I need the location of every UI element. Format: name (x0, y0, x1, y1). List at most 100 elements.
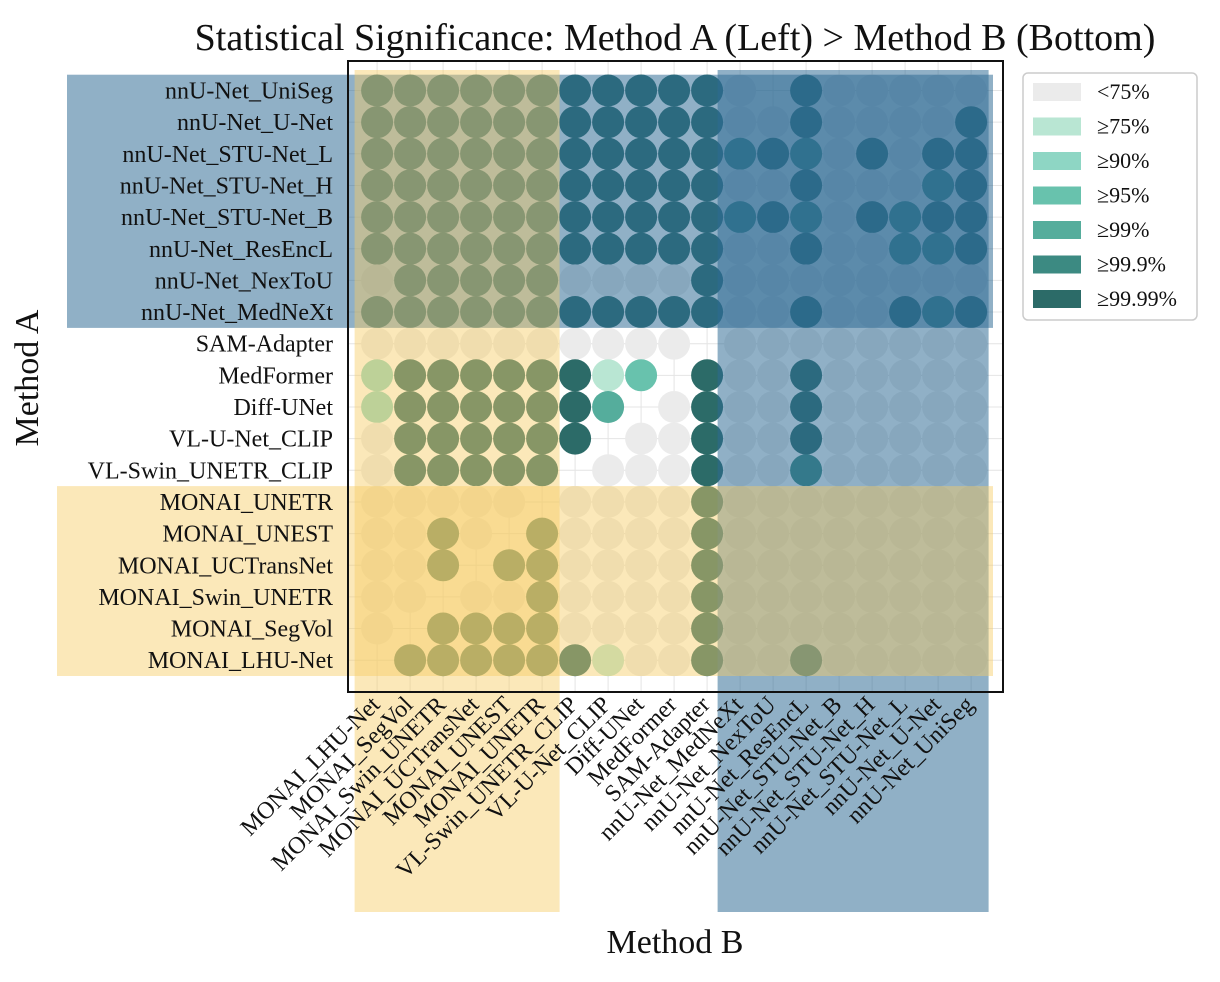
heatmap-cell-14-5 (526, 517, 559, 550)
heatmap-cell-12-1 (394, 454, 427, 487)
heatmap-cell-9-0 (361, 359, 394, 392)
heatmap-cell-13-6 (559, 485, 592, 518)
heatmap-cell-13-7 (592, 485, 625, 518)
heatmap-cell-11-10 (691, 422, 724, 455)
legend-swatch-3 (1033, 186, 1081, 205)
heatmap-cell-14-6 (559, 517, 592, 550)
row-label-9: MedFormer (218, 363, 333, 389)
legend-label-0: <75% (1097, 79, 1150, 104)
heatmap-cell-12-10 (691, 454, 724, 487)
heatmap-cell-13-10 (691, 485, 724, 518)
heatmap-cell-8-0 (361, 327, 394, 360)
heatmap-cell-16-4 (493, 580, 526, 613)
row-label-12: VL-Swin_UNETR_CLIP (88, 458, 333, 484)
heatmap-cell-11-2 (427, 422, 460, 455)
heatmap-cell-16-9 (658, 580, 691, 613)
heatmap-cell-15-4 (493, 549, 526, 582)
heatmap-cell-10-2 (427, 391, 460, 423)
heatmap-cell-12-4 (493, 454, 526, 487)
heatmap-cell-11-3 (460, 422, 493, 455)
heatmap-cell-9-4 (493, 359, 526, 392)
row-label-3: nnU-Net_STU-Net_H (120, 173, 333, 199)
heatmap-cell-13-8 (625, 485, 658, 518)
row-label-16: MONAI_Swin_UNETR (98, 585, 333, 611)
heatmap-cell-12-8 (625, 454, 658, 487)
row-label-1: nnU-Net_U-Net (177, 110, 333, 136)
legend-swatch-6 (1033, 290, 1081, 308)
legend-swatch-2 (1033, 152, 1081, 170)
row-label-4: nnU-Net_STU-Net_B (121, 205, 333, 231)
plot-frame (347, 60, 1004, 693)
heatmap-cell-11-8 (625, 422, 658, 455)
row-label-13: MONAI_UNETR (160, 490, 333, 516)
heatmap-cell-17-3 (460, 612, 493, 645)
heatmap-cell-9-7 (592, 359, 625, 392)
nnu-net-column-highlight (717, 70, 989, 912)
legend-label-5: ≥99.9% (1097, 252, 1166, 277)
legend-label-3: ≥95% (1097, 183, 1149, 208)
heatmap-cell-17-10 (691, 612, 724, 645)
row-label-17: MONAI_SegVol (171, 617, 334, 643)
heatmap-cell-9-5 (526, 359, 559, 392)
heatmap-cell-15-9 (658, 549, 691, 582)
heatmap-cell-9-8 (625, 359, 658, 392)
heatmap-cell-13-3 (460, 485, 493, 518)
heatmap-cell-16-1 (394, 580, 427, 613)
heatmap-cell-17-4 (493, 612, 526, 645)
heatmap-cell-11-1 (394, 422, 427, 455)
heatmap-cell-15-10 (691, 549, 724, 582)
legend-swatch-1 (1033, 117, 1081, 136)
row-label-7: nnU-Net_MedNeXt (141, 300, 333, 326)
heatmap-cell-9-2 (427, 359, 460, 392)
row-label-15: MONAI_UCTransNet (118, 553, 333, 579)
heatmap-cell-8-3 (460, 327, 493, 360)
heatmap-cell-17-0 (361, 612, 394, 645)
heatmap-cell-9-3 (460, 359, 493, 392)
heatmap-cell-11-6 (559, 422, 592, 455)
heatmap-cell-11-9 (658, 422, 691, 455)
heatmap-cell-16-8 (625, 580, 658, 613)
heatmap-cell-18-3 (460, 644, 493, 677)
heatmap-cell-13-9 (658, 485, 691, 518)
heatmap-cell-18-6 (559, 644, 592, 677)
heatmap-cell-10-3 (460, 391, 493, 423)
row-label-6: nnU-Net_NexToU (155, 268, 333, 294)
heatmap-cell-17-5 (526, 612, 559, 645)
heatmap-cell-16-10 (691, 580, 724, 613)
heatmap-cell-12-5 (526, 454, 559, 487)
heatmap-cell-12-7 (592, 454, 625, 487)
heatmap-cell-18-1 (394, 644, 427, 677)
heatmap-cell-15-5 (526, 549, 559, 582)
heatmap-cell-14-10 (691, 517, 724, 550)
heatmap-cell-17-9 (658, 612, 691, 645)
row-label-14: MONAI_UNEST (162, 522, 333, 548)
heatmap-cell-18-5 (526, 644, 559, 677)
heatmap-cell-15-0 (361, 549, 394, 582)
heatmap-cell-12-9 (658, 454, 691, 487)
row-label-8: SAM-Adapter (196, 332, 333, 358)
heatmap-cell-12-2 (427, 454, 460, 487)
heatmap-cell-13-4 (493, 485, 526, 518)
heatmap-cell-18-10 (691, 644, 724, 677)
heatmap-cell-8-1 (394, 327, 427, 360)
legend-label-6: ≥99.99% (1097, 286, 1177, 311)
heatmap-cell-9-10 (691, 359, 724, 392)
x-axis-label: Method B (607, 924, 744, 961)
row-label-11: VL-U-Net_CLIP (169, 427, 333, 453)
heatmap-cell-11-0 (361, 422, 394, 455)
heatmap-cell-10-1 (394, 391, 427, 423)
heatmap-cell-11-5 (526, 422, 559, 455)
legend-label-1: ≥75% (1097, 114, 1149, 139)
heatmap-cell-13-2 (427, 485, 460, 518)
heatmap-cell-16-0 (361, 580, 394, 613)
legend-label-2: ≥90% (1097, 148, 1149, 173)
heatmap-cell-10-4 (493, 391, 526, 423)
heatmap-cell-16-7 (592, 580, 625, 613)
heatmap-cell-8-6 (559, 327, 592, 360)
heatmap-cell-14-7 (592, 517, 625, 550)
heatmap-cell-9-6 (559, 359, 592, 392)
legend-swatch-0 (1033, 83, 1081, 101)
heatmap-cell-12-0 (361, 454, 394, 487)
heatmap-cell-14-0 (361, 517, 394, 550)
